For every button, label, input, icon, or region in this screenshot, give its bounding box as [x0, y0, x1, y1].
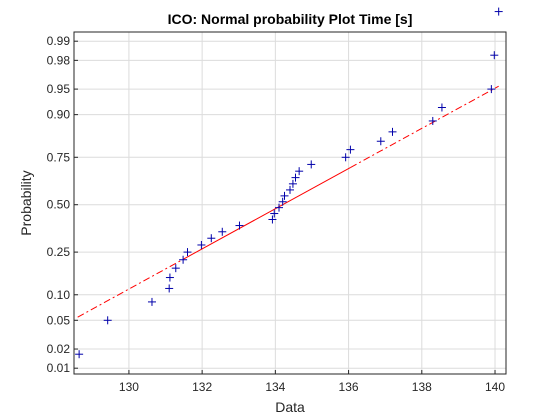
axes-box: [73, 31, 507, 375]
data-point: [278, 197, 287, 206]
x-axis-ticks: 130 132 134 136 138 140: [119, 370, 505, 394]
data-point: [346, 145, 355, 154]
data-point: [490, 51, 499, 60]
y-tick-label: 0.02: [47, 342, 71, 356]
chart-title: ICO: Normal probability Plot Time [s]: [168, 11, 413, 27]
data-point: [291, 173, 300, 182]
data-point: [147, 297, 156, 306]
data-point: [207, 234, 216, 243]
reference-line-lower-extension: [77, 256, 188, 318]
data-point: [179, 255, 188, 264]
y-tick-label: 0.25: [47, 245, 71, 259]
data-points: [75, 7, 503, 359]
data-point: [275, 203, 284, 212]
data-point: [286, 185, 294, 194]
reference-line: [77, 85, 499, 318]
data-point: [307, 160, 316, 169]
y-tick-label: 0.01: [47, 361, 71, 375]
y-tick-label: 0.99: [47, 34, 71, 48]
x-tick-label: 130: [119, 380, 139, 394]
data-point: [388, 127, 397, 136]
y-axis-ticks: 0.01 0.02 0.05 0.10 0.25 0.50 0.75 0.90 0.95 0.98…: [47, 34, 78, 375]
data-point: [197, 240, 206, 249]
y-tick-label: 0.75: [47, 150, 71, 164]
data-point: [437, 103, 446, 112]
data-point: [494, 7, 503, 16]
x-tick-label: 140: [485, 380, 505, 394]
data-point: [218, 227, 227, 236]
x-axis-label: Data: [275, 399, 305, 415]
x-tick-label: 134: [265, 380, 285, 394]
data-point: [183, 248, 192, 257]
y-tick-label: 0.95: [47, 82, 71, 96]
data-point: [280, 191, 289, 200]
y-axis-label: Probability: [18, 170, 34, 235]
data-point: [270, 209, 279, 218]
reference-line-upper-extension: [350, 85, 499, 168]
data-point: [288, 179, 297, 188]
data-point: [487, 85, 496, 94]
data-point: [341, 153, 350, 162]
plot-area: [74, 32, 506, 374]
y-tick-label: 0.50: [47, 198, 71, 212]
reference-line-solid: [187, 167, 351, 258]
data-point: [103, 316, 112, 325]
y-tick-label: 0.05: [47, 313, 71, 327]
x-tick-label: 138: [412, 380, 432, 394]
y-tick-label: 0.10: [47, 288, 71, 302]
data-point: [376, 137, 385, 146]
data-point: [165, 284, 174, 293]
data-point: [235, 221, 244, 230]
data-point: [171, 264, 180, 273]
data-point: [75, 350, 84, 359]
data-point: [165, 273, 174, 282]
y-tick-label: 0.98: [47, 53, 71, 67]
y-tick-label: 0.90: [47, 108, 71, 122]
x-tick-label: 132: [192, 380, 212, 394]
x-tick-label: 136: [339, 380, 359, 394]
data-point: [268, 215, 277, 224]
grid: [74, 32, 506, 374]
data-point: [428, 116, 437, 125]
data-point: [295, 167, 304, 176]
